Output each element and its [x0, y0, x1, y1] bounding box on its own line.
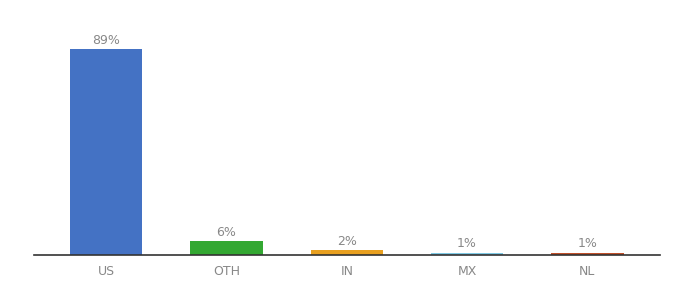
- Text: 6%: 6%: [216, 226, 237, 239]
- Text: 89%: 89%: [92, 34, 120, 47]
- Text: 1%: 1%: [457, 237, 477, 250]
- Bar: [311, 250, 383, 255]
- Bar: [431, 253, 503, 255]
- Text: 1%: 1%: [577, 237, 597, 250]
- Bar: [190, 241, 262, 255]
- Text: 2%: 2%: [337, 235, 357, 248]
- Bar: [70, 50, 142, 255]
- Bar: [551, 253, 624, 255]
